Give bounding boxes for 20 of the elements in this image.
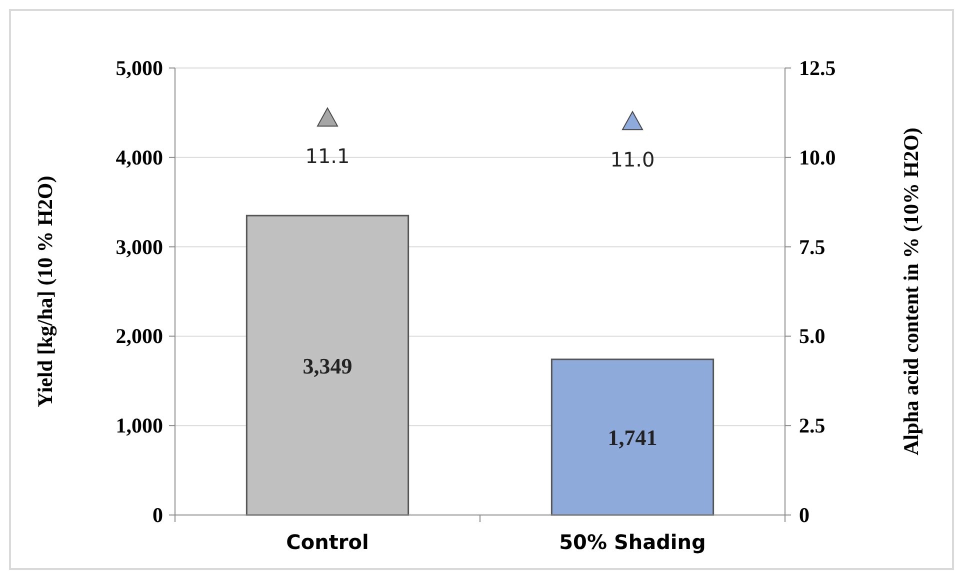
- data-label: 1,741: [608, 425, 658, 450]
- y2-tick-label: 0: [799, 503, 810, 527]
- y-tick-label: 3,000: [116, 234, 163, 259]
- data-label: 11.0: [610, 148, 655, 172]
- data-label: 11.1: [305, 144, 350, 168]
- y-tick-label: 4,000: [116, 145, 163, 170]
- y-tick-label: 5,000: [116, 56, 163, 80]
- data-label: 3,349: [302, 353, 352, 378]
- y2-tick-label: 5.0: [799, 324, 826, 348]
- y2-axis-title: Alpha acid content in % (10% H2O): [899, 128, 923, 456]
- y-tick-label: 2,000: [116, 324, 163, 348]
- y2-tick-label: 10.0: [799, 145, 836, 170]
- x-tick-label: 50% Shading: [559, 530, 706, 554]
- y2-tick-label: 7.5: [799, 234, 826, 259]
- y-tick-label: 0: [152, 503, 163, 527]
- x-tick-label: Control: [286, 530, 369, 554]
- y2-tick-label: 12.5: [799, 56, 836, 80]
- y2-tick-label: 2.5: [799, 414, 826, 438]
- y-tick-label: 1,000: [116, 414, 163, 438]
- y-axis-title: Yield [kg/ha] (10 % H2O): [33, 176, 57, 408]
